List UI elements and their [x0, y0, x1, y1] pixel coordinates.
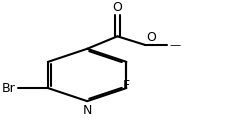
Text: Br: Br	[2, 82, 16, 95]
Text: —: —	[169, 40, 180, 50]
Text: N: N	[82, 104, 92, 117]
Text: F: F	[122, 79, 129, 92]
Text: O: O	[112, 1, 122, 14]
Text: O: O	[146, 31, 156, 44]
